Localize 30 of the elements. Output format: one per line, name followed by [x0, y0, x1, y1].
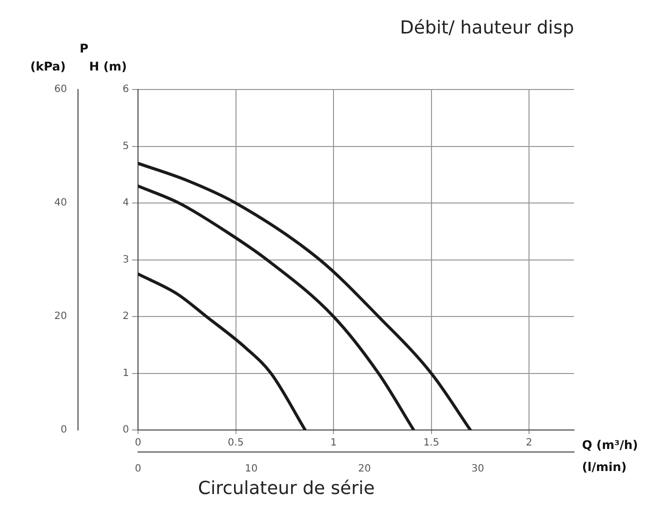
x-tick-label: 2 — [526, 438, 532, 449]
text: Circulateur de série — [198, 478, 376, 499]
chart-title: Débit/ hauteur disp — [400, 17, 574, 38]
y2-tick-label: 20 — [54, 311, 67, 322]
x-tick-label: 1.5 — [423, 438, 440, 449]
y-tick-label: 6 — [122, 84, 129, 96]
line-series — [138, 184, 416, 430]
y-tick-label: 1 — [122, 368, 129, 379]
y-tick-label: 0 — [122, 424, 129, 436]
x2-axis-title: (l/min) — [582, 460, 627, 474]
y-tick-label: 2 — [122, 311, 129, 322]
y2-tick-label: 40 — [54, 198, 67, 209]
text: P — [80, 42, 89, 56]
x2-tick-label: 10 — [244, 464, 258, 475]
line-series — [138, 272, 307, 430]
y-tick-label: 5 — [122, 140, 129, 152]
x-tick-label: 0.5 — [228, 438, 244, 449]
y2-tick-label: 0 — [60, 424, 67, 436]
y-tick-label: 3 — [122, 254, 129, 266]
x2-tick-label: 30 — [471, 464, 484, 475]
line-series — [138, 162, 472, 430]
x2-tick-label: 20 — [358, 464, 371, 475]
x-tick-label: 0 — [134, 438, 142, 449]
y-tick-label: 4 — [122, 198, 129, 209]
y2-axis-title: (kPa) — [30, 60, 66, 74]
x-axis-title: Q (m³/h) — [582, 438, 638, 452]
y2-tick-label: 60 — [54, 84, 67, 96]
x2-tick-label: 0 — [134, 464, 142, 475]
y-axis-title: H (m) — [89, 60, 127, 74]
x-tick-label: 1 — [330, 438, 337, 449]
